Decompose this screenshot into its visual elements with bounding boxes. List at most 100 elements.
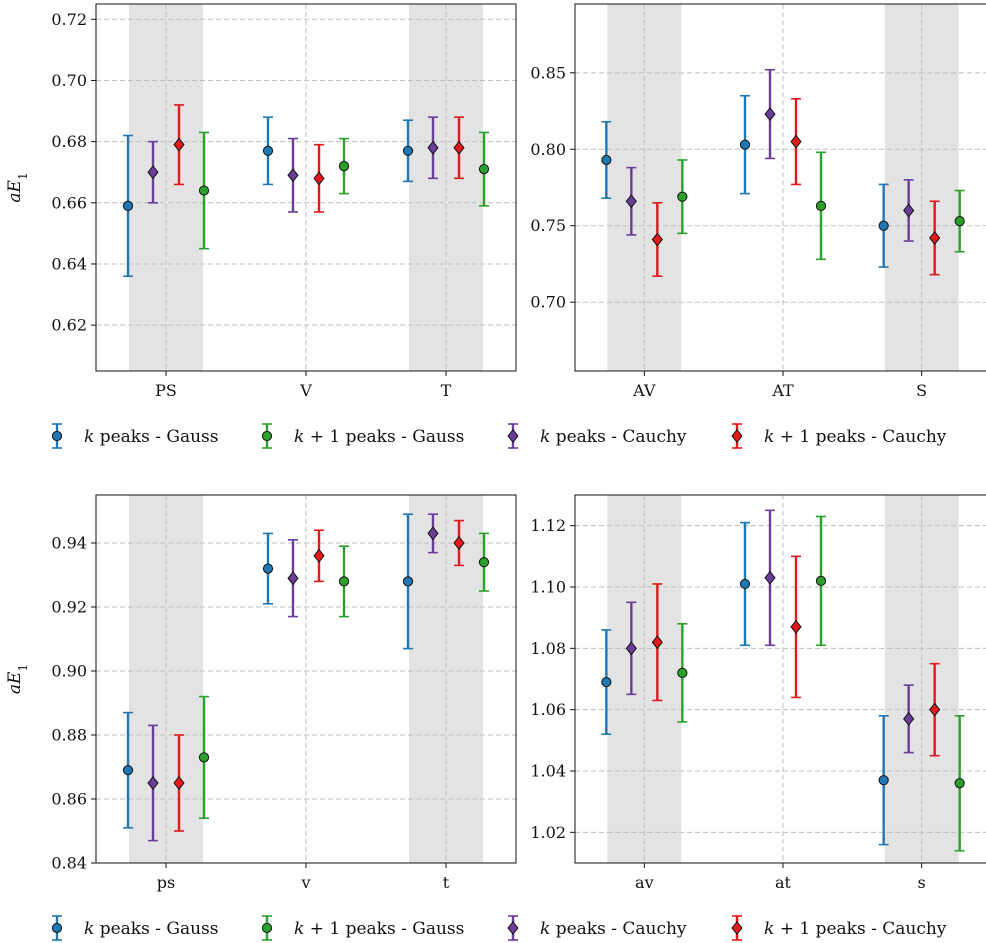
data-point-cauchy_k	[287, 168, 299, 183]
x-tick-label: s	[918, 873, 926, 892]
category-band	[884, 4, 959, 371]
data-point-cauchy_k	[427, 140, 439, 155]
y-tick-label: 0.94	[51, 534, 87, 553]
data-point-gauss_k1	[198, 185, 210, 196]
data-point-cauchy_k	[427, 526, 439, 541]
y-tick-label: 1.10	[530, 578, 566, 597]
data-point-gauss_k1	[338, 160, 350, 172]
y-tick-label: 0.62	[51, 316, 87, 335]
data-point-gauss_k	[262, 563, 274, 574]
legend-label: k peaks - Gauss	[84, 427, 218, 447]
category-band	[409, 4, 483, 371]
x-tick-label: PS	[155, 381, 177, 400]
data-point-cauchy_k1	[173, 137, 185, 152]
x-tick-label: av	[635, 873, 654, 892]
data-point-cauchy_k1	[651, 232, 663, 247]
legend-marker	[507, 920, 519, 936]
data-point-cauchy_k	[147, 165, 159, 180]
legend-marker	[51, 430, 63, 442]
data-point-gauss_k1	[815, 575, 827, 586]
y-tick-label: 0.86	[51, 790, 87, 809]
data-point-gauss_k1	[815, 200, 827, 211]
y-tick-label: 0.75	[530, 216, 566, 235]
x-tick-label: T	[441, 381, 452, 400]
data-point-gauss_k1	[677, 191, 688, 202]
data-point-gauss_k	[878, 220, 889, 231]
y-tick-label: 0.85	[530, 63, 566, 82]
data-point-gauss_k	[402, 576, 414, 587]
y-tick-label: 1.06	[530, 700, 566, 719]
data-point-cauchy_k1	[790, 134, 802, 149]
y-tick-label: 0.68	[51, 132, 87, 151]
data-point-cauchy_k1	[313, 548, 325, 563]
data-point-gauss_k	[122, 765, 134, 776]
data-point-cauchy_k	[764, 570, 776, 585]
legend-1: k peaks - Gauss k + 1 peaks - Gauss k peak…	[51, 423, 947, 449]
y-tick-label: 0.72	[51, 10, 87, 29]
y-tick-label: 0.64	[51, 254, 87, 273]
data-point-gauss_k	[601, 154, 612, 166]
data-point-gauss_k1	[478, 164, 490, 175]
x-tick-label: ps	[157, 873, 175, 892]
data-point-gauss_k	[402, 145, 414, 156]
data-point-cauchy_k	[764, 107, 776, 122]
panel-3: 0.84 0.86 0.88 0.90 0.92 0.94 ps v t aE1	[5, 494, 517, 892]
data-point-cauchy_k	[903, 711, 915, 726]
data-point-cauchy_k1	[790, 619, 802, 634]
legend-2: k peaks - Gauss k + 1 peaks - Gauss k peak…	[51, 915, 947, 941]
data-point-gauss_k	[122, 200, 134, 211]
x-tick-label: t	[443, 873, 450, 892]
legend-marker	[731, 920, 743, 936]
data-point-cauchy_k	[147, 775, 159, 791]
data-point-cauchy_k	[903, 203, 915, 218]
y-tick-label: 1.12	[530, 516, 566, 535]
legend-marker	[261, 922, 273, 934]
data-point-gauss_k1	[677, 667, 688, 678]
y-axis-label: aE1	[5, 664, 30, 694]
data-point-gauss_k	[878, 775, 889, 786]
legend-label: k + 1 peaks - Gauss	[294, 427, 464, 447]
data-point-cauchy_k1	[453, 535, 465, 551]
legend-label: k peaks - Cauchy	[540, 427, 687, 447]
data-point-cauchy_k1	[929, 702, 941, 717]
y-tick-label: 0.70	[51, 71, 87, 90]
legend-marker	[261, 430, 273, 442]
y-axis-label: aE1	[5, 172, 30, 202]
panel-2: 0.70 0.75 0.80 0.85 AV AT S	[530, 3, 986, 400]
y-tick-label: 0.92	[51, 598, 87, 617]
legend-marker	[51, 922, 63, 934]
data-point-gauss_k1	[954, 216, 965, 227]
data-point-cauchy_k	[625, 194, 637, 209]
legend-label: k + 1 peaks - Gauss	[294, 919, 464, 939]
y-tick-label: 0.90	[51, 662, 87, 681]
x-tick-label: V	[299, 381, 312, 400]
data-point-cauchy_k1	[651, 635, 663, 650]
data-point-gauss_k1	[338, 576, 350, 587]
legend-label: k + 1 peaks - Cauchy	[764, 919, 947, 939]
y-tick-label: 1.02	[530, 823, 566, 842]
x-tick-label: S	[916, 381, 927, 400]
legend-label: k + 1 peaks - Cauchy	[764, 427, 947, 447]
data-point-cauchy_k	[625, 641, 637, 656]
data-point-cauchy_k1	[313, 171, 325, 186]
x-tick-label: AT	[771, 381, 794, 400]
legend-marker	[731, 428, 743, 444]
data-point-gauss_k	[262, 145, 274, 156]
data-point-gauss_k	[601, 676, 612, 688]
y-tick-label: 0.80	[530, 140, 566, 159]
data-point-gauss_k	[739, 578, 751, 590]
data-point-cauchy_k1	[929, 230, 941, 245]
data-point-gauss_k	[739, 139, 751, 150]
y-tick-label: 1.04	[530, 762, 566, 781]
category-band	[129, 4, 203, 371]
legend-label: k peaks - Cauchy	[540, 919, 687, 939]
y-tick-label: 0.88	[51, 726, 87, 745]
data-point-cauchy_k1	[453, 140, 465, 155]
legend-label: k peaks - Gauss	[84, 919, 218, 939]
x-tick-label: AV	[632, 381, 656, 400]
data-point-cauchy_k	[287, 571, 299, 586]
legend-marker	[507, 428, 519, 444]
category-band	[607, 4, 682, 371]
